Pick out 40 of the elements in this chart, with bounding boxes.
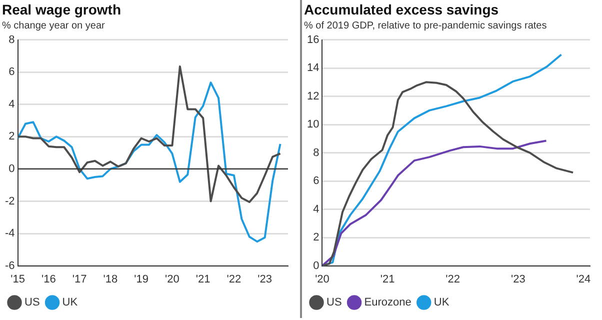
chart-title: Accumulated excess savings xyxy=(304,1,499,18)
x-tick-label: '18 xyxy=(103,273,118,286)
y-tick-label: 6 xyxy=(313,175,320,188)
y-tick-label: 0 xyxy=(313,260,320,272)
y-tick-label: 8 xyxy=(8,34,15,46)
y-tick-label: -2 xyxy=(5,195,15,208)
x-tick-label: '20 xyxy=(165,273,180,286)
x-tick-label: '15 xyxy=(10,273,25,286)
y-tick-label: -6 xyxy=(5,260,15,272)
legend-label: UK xyxy=(434,296,450,309)
x-tick-label: '21 xyxy=(380,273,395,286)
y-tick-label: 2 xyxy=(313,232,320,244)
chart-title: Real wage growth xyxy=(2,1,122,18)
legend-label: US xyxy=(326,296,342,309)
y-tick-label: 4 xyxy=(8,98,15,110)
y-tick-label: -4 xyxy=(5,228,15,240)
y-tick-label: 14 xyxy=(306,62,320,74)
x-tick-label: '23 xyxy=(510,273,526,286)
legend-label: US xyxy=(24,296,40,309)
legend-label: UK xyxy=(62,296,78,309)
x-tick-label: '16 xyxy=(41,273,56,286)
y-tick-label: 6 xyxy=(8,66,15,78)
x-tick-label: '19 xyxy=(134,273,148,286)
x-tick-label: '22 xyxy=(226,273,242,286)
legend-label: Eurozone xyxy=(364,296,412,309)
y-tick-label: 10 xyxy=(306,118,320,131)
y-tick-label: 2 xyxy=(8,130,15,143)
x-tick-label: '22 xyxy=(446,273,460,286)
y-tick-label: 12 xyxy=(306,90,320,102)
y-tick-label: 16 xyxy=(306,34,320,46)
x-tick-label: '20 xyxy=(315,273,330,286)
y-tick-label: 8 xyxy=(313,146,320,159)
y-tick-label: 4 xyxy=(313,203,320,216)
x-tick-label: '17 xyxy=(72,273,87,286)
y-tick-label: 0 xyxy=(8,162,15,175)
x-tick-label: '24 xyxy=(576,273,591,286)
chart-subtitle: % of 2019 GDP, relative to pre-pandemic savings rates xyxy=(304,20,547,32)
chart-subtitle: % change year on year xyxy=(2,20,106,32)
x-tick-label: '23 xyxy=(258,273,272,286)
x-tick-label: '21 xyxy=(196,273,210,286)
